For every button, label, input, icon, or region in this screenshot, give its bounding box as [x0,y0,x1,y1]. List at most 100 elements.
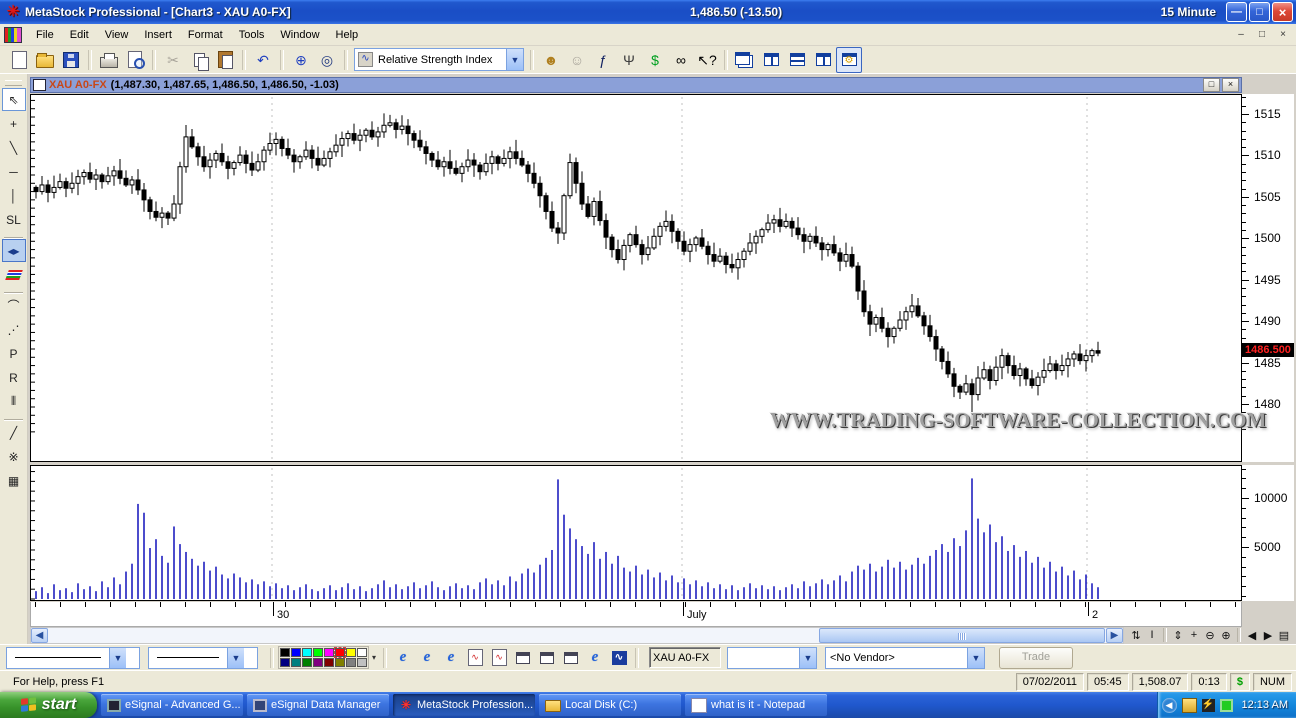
taskbar-button[interactable]: ✳ MetaStock Profession... [393,694,535,716]
expert-advisor-button[interactable]: ☺ [564,47,590,73]
color-palette[interactable] [278,646,369,669]
scroll-left-right-tool[interactable]: ◂▸ [1,239,26,262]
chart-report-button-2[interactable]: ∿ [488,648,510,668]
zoom-chart-button[interactable]: ◎ [314,47,340,73]
metastock-online-button[interactable]: ∿ [608,648,630,668]
taskbar-button[interactable]: what is it - Notepad [685,694,827,716]
previous-button[interactable]: ◀ [1247,629,1257,642]
chart-report-button-1[interactable]: ∿ [464,648,486,668]
pattern-tool[interactable]: ▦ [7,473,20,488]
web-download-button-3[interactable]: e [440,648,462,668]
close-button[interactable]: × [1272,2,1293,22]
retracement-tool[interactable]: R [9,370,18,385]
gann-fan-tool[interactable]: ※ [8,449,19,464]
find-button[interactable]: ∞ [668,47,694,73]
time-zones-tool[interactable]: ⫴ [10,394,17,408]
time-axis[interactable]: 30 July 2 [30,602,1242,627]
context-help-button[interactable]: ↖? [694,47,720,73]
chart-window-icon[interactable] [4,26,22,43]
tray-display-icon[interactable] [1219,698,1233,712]
expand-scale-button[interactable]: ⇕ [1173,629,1183,642]
web-download-button-1[interactable]: e [392,648,414,668]
color-swatch[interactable] [291,648,301,657]
trendline-tool[interactable]: ╲ [9,140,18,155]
chevron-down-icon[interactable]: ▼ [799,647,816,668]
tile-horizontal-button[interactable] [784,47,810,73]
vendor-dropdown[interactable]: <No Vendor> ▼ [825,646,985,669]
zoom-reset-button[interactable]: ⇅ [1131,629,1141,642]
color-swatch[interactable] [302,658,312,667]
cursor-mode-button[interactable]: I [1150,629,1154,641]
color-swatch[interactable] [334,647,346,658]
indicator-builder-button[interactable]: ƒ [590,47,616,73]
mdi-restore-button[interactable]: □ [1258,28,1266,40]
layout-button-2[interactable] [536,648,558,668]
chevron-down-icon[interactable]: ▼ [967,647,984,668]
menu-file[interactable]: File [36,28,54,41]
color-swatch[interactable] [313,648,323,657]
color-swatch[interactable] [280,648,290,657]
web-browser-button[interactable]: e [584,648,606,668]
undo-button[interactable]: ↶ [250,47,276,73]
menu-edit[interactable]: Edit [69,28,89,41]
fibonacci-arc-tool[interactable]: ⌒ [7,299,20,313]
tile-vertical-button[interactable] [758,47,784,73]
arrange-desktop-button[interactable] [836,46,862,73]
color-palette-more-arrow[interactable]: ▾ [371,653,376,662]
color-swatch[interactable] [335,658,345,667]
stop-level-tool[interactable]: SL [6,212,21,227]
menu-insert[interactable]: Insert [144,28,172,41]
color-swatch[interactable] [324,648,334,657]
line-weight-dropdown[interactable]: ▼ [148,646,258,669]
color-swatch[interactable] [280,658,290,667]
diagonal-line-tool[interactable]: ╱ [9,425,18,440]
minimize-button[interactable]: — [1226,2,1247,22]
options-dollar-button[interactable]: $ [642,47,668,73]
print-button[interactable] [96,47,122,73]
new-button[interactable] [6,47,32,73]
mdi-close-button[interactable]: × [1280,28,1286,40]
palette-grip[interactable] [5,80,22,86]
pages-button[interactable]: ▤ [1278,629,1290,642]
horizontal-scrollbar[interactable]: ◀ ▶ [30,627,1124,644]
horizontal-line-tool[interactable]: ─ [9,164,18,179]
security-manager-button[interactable]: ☻ [538,47,564,73]
taskbar-button[interactable]: Local Disk (C:) [539,694,681,716]
line-style-dropdown[interactable]: ▼ [6,646,140,669]
color-swatch[interactable] [324,658,334,667]
chevron-down-icon[interactable]: ▼ [109,647,126,668]
chevron-down-icon[interactable]: ▼ [506,49,523,70]
volume-pane[interactable] [30,465,1242,601]
menu-view[interactable]: View [104,28,129,41]
chart-close-button[interactable]: × [1222,78,1239,92]
zoom-in-button[interactable]: ⊕ [1221,629,1231,642]
menu-format[interactable]: Format [187,28,223,41]
mdi-minimize-button[interactable]: – [1238,28,1244,40]
color-swatch[interactable] [357,648,367,657]
price-chart-pane[interactable] [30,94,1242,462]
trade-button[interactable]: Trade [999,646,1073,669]
scroll-right-arrow[interactable]: ▶ [1106,628,1123,643]
paste-button[interactable] [212,47,238,73]
symbol-input[interactable] [649,647,721,668]
open-button[interactable] [32,47,58,73]
cut-button[interactable]: ✂ [160,47,186,73]
indicator-dropdown[interactable]: ∿ Relative Strength Index ▼ [354,48,524,71]
volume-plot[interactable] [31,466,1241,600]
restore-button[interactable]: □ [1249,2,1270,22]
taskbar-button[interactable]: eSignal Data Manager [247,694,389,716]
cascade-windows-button[interactable] [732,47,758,73]
candlestick-plot[interactable] [31,95,1241,461]
crosshair-button[interactable]: ⊕ [288,47,314,73]
interval-dropdown[interactable]: ▼ [727,646,817,669]
volume-axis[interactable]: 5000 10000 [1242,465,1294,601]
menu-help[interactable]: Help [335,28,359,41]
tray-folder-icon[interactable] [1181,697,1197,713]
projection-tool[interactable]: P [9,346,18,361]
tile-grid-button[interactable] [810,47,836,73]
save-button[interactable] [58,47,84,73]
menu-window[interactable]: Window [280,28,320,41]
copy-button[interactable] [186,47,212,73]
color-swatch[interactable] [357,658,367,667]
print-preview-button[interactable] [122,47,148,73]
